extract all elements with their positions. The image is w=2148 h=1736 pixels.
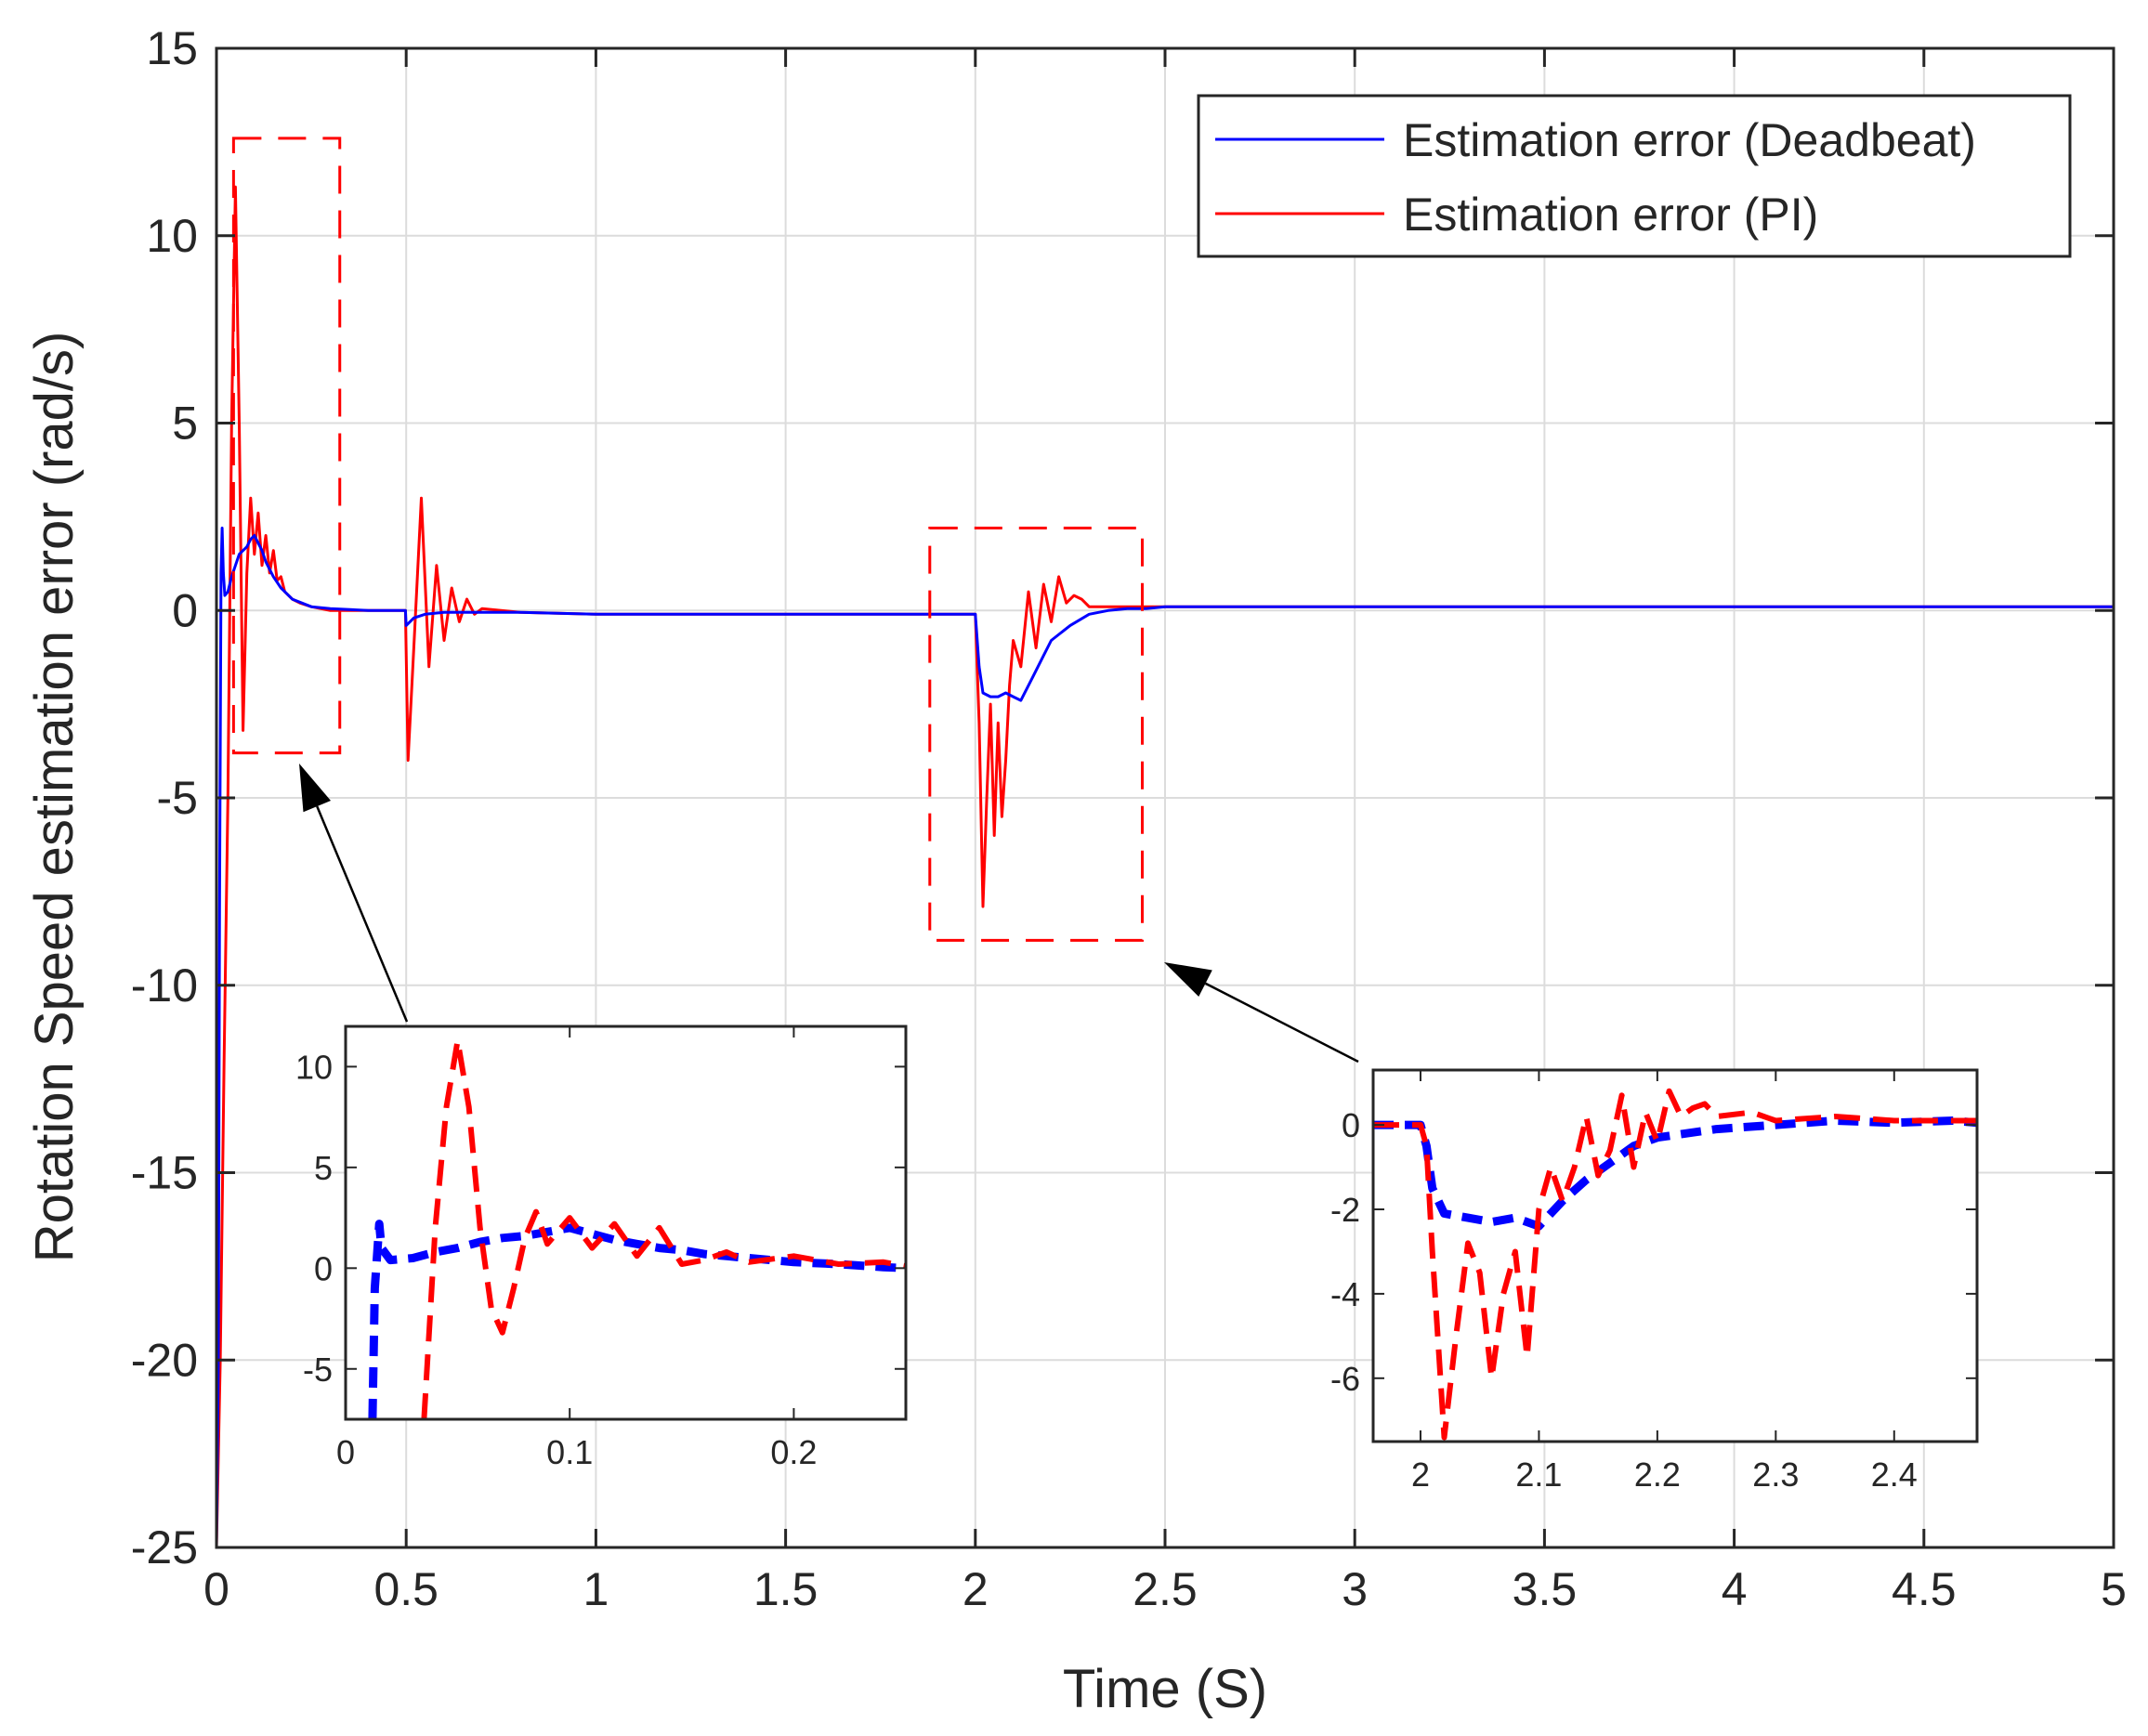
x-tick-label: 5 [2101, 1563, 2127, 1615]
y-tick-label: -10 [131, 959, 198, 1012]
x-tick-label: 0 [203, 1563, 229, 1615]
inset-axes-box [1371, 1068, 1979, 1443]
inset-series-deadbeat [1373, 1116, 1977, 1231]
inset-lines [368, 1038, 906, 1419]
x-axis-label: Time (S) [1063, 1659, 1267, 1719]
x-tick-label: 4.5 [1892, 1563, 1957, 1615]
zoom-box-startup [231, 137, 342, 755]
x-tick-label: 4 [1722, 1563, 1748, 1615]
inset-y-tick-label: -5 [303, 1351, 333, 1389]
y-axis-label: Rotation Speed estimation error (rad/s) [24, 332, 85, 1263]
x-tick-label: 1.5 [753, 1563, 819, 1615]
main-overlay [231, 137, 1359, 1064]
inset-x-tick-label: 2.2 [1634, 1455, 1681, 1494]
x-tick-label: 2.5 [1133, 1563, 1198, 1615]
y-tick-label: -25 [131, 1521, 198, 1573]
y-tick-label: 5 [172, 398, 198, 450]
zoom-box-load-step [928, 526, 1144, 942]
legend: Estimation error (Deadbeat) Estimation e… [1197, 94, 2072, 258]
y-tick-label: -20 [131, 1334, 198, 1386]
inset-y-tick-label: 10 [295, 1048, 333, 1086]
series-line-deadbeat [215, 527, 2114, 1548]
inset-zoom-load-step: 2 2.1 2.2 2.3 2.4 -6 -4 -2 0 [1330, 1068, 1979, 1494]
inset-x-tick-label: 0 [336, 1433, 355, 1471]
series-line-pi [215, 185, 2114, 1548]
inset-y-tick-label: -2 [1330, 1191, 1360, 1229]
x-tick-label: 2 [963, 1563, 989, 1615]
inset-y-tick-label: -4 [1330, 1275, 1360, 1313]
y-tick-label: 15 [146, 22, 198, 74]
legend-label-pi: Estimation error (PI) [1403, 189, 1818, 241]
arrow-to-load-step-zoom-head [1164, 962, 1212, 998]
y-tick-label: 0 [172, 584, 198, 636]
inset-y-tick-label: 0 [314, 1249, 333, 1287]
inset-lines [1373, 1088, 1977, 1441]
inset-series-deadbeat [368, 1220, 906, 1419]
inset-series-pi [1373, 1088, 1977, 1441]
inset-axes-box [344, 1025, 908, 1421]
inset-x-tick-label: 2 [1411, 1455, 1430, 1494]
arrow-to-load-step-zoom-shaft [1204, 982, 1359, 1064]
main-axes-box [215, 46, 2115, 1549]
x-tick-label: 0.5 [373, 1563, 439, 1615]
inset-x-tick-label: 2.4 [1871, 1455, 1918, 1494]
inset-y-tick-label: 5 [314, 1149, 333, 1187]
x-tick-label: 1 [583, 1563, 609, 1615]
inset-x-tick-label: 2.3 [1752, 1455, 1799, 1494]
inset-background [346, 1026, 906, 1419]
arrow-to-startup-zoom-shaft [316, 805, 409, 1023]
inset-x-tick-label: 0.2 [770, 1433, 817, 1471]
legend-label-deadbeat: Estimation error (Deadbeat) [1403, 114, 1976, 166]
x-tick-label: 3 [1342, 1563, 1368, 1615]
main-plot-lines [215, 185, 2114, 1548]
inset-x-tick-label: 0.1 [546, 1433, 593, 1471]
inset-x-tick-label: 2.1 [1515, 1455, 1562, 1494]
arrow-to-load-step-zoom [1164, 962, 1359, 1064]
inset-y-tick-label: 0 [1342, 1106, 1360, 1144]
y-tick-label: -15 [131, 1147, 198, 1199]
y-tick-label: -5 [157, 772, 198, 824]
inset-series-pi [421, 1038, 906, 1419]
inset-zoom-startup: 0 0.1 0.2 -5 0 5 10 [295, 1025, 908, 1471]
x-tick-label: 3.5 [1513, 1563, 1578, 1615]
main-ticks: 0 0.5 1 1.5 2 2.5 3 3.5 4 4.5 5-25-20-15-10-505101… [131, 22, 2127, 1615]
y-tick-label: 10 [146, 210, 198, 262]
legend-box [1197, 94, 2072, 258]
arrow-to-startup-zoom-head [299, 764, 332, 813]
arrow-to-startup-zoom [299, 764, 409, 1023]
inset-y-tick-label: -6 [1330, 1360, 1360, 1398]
